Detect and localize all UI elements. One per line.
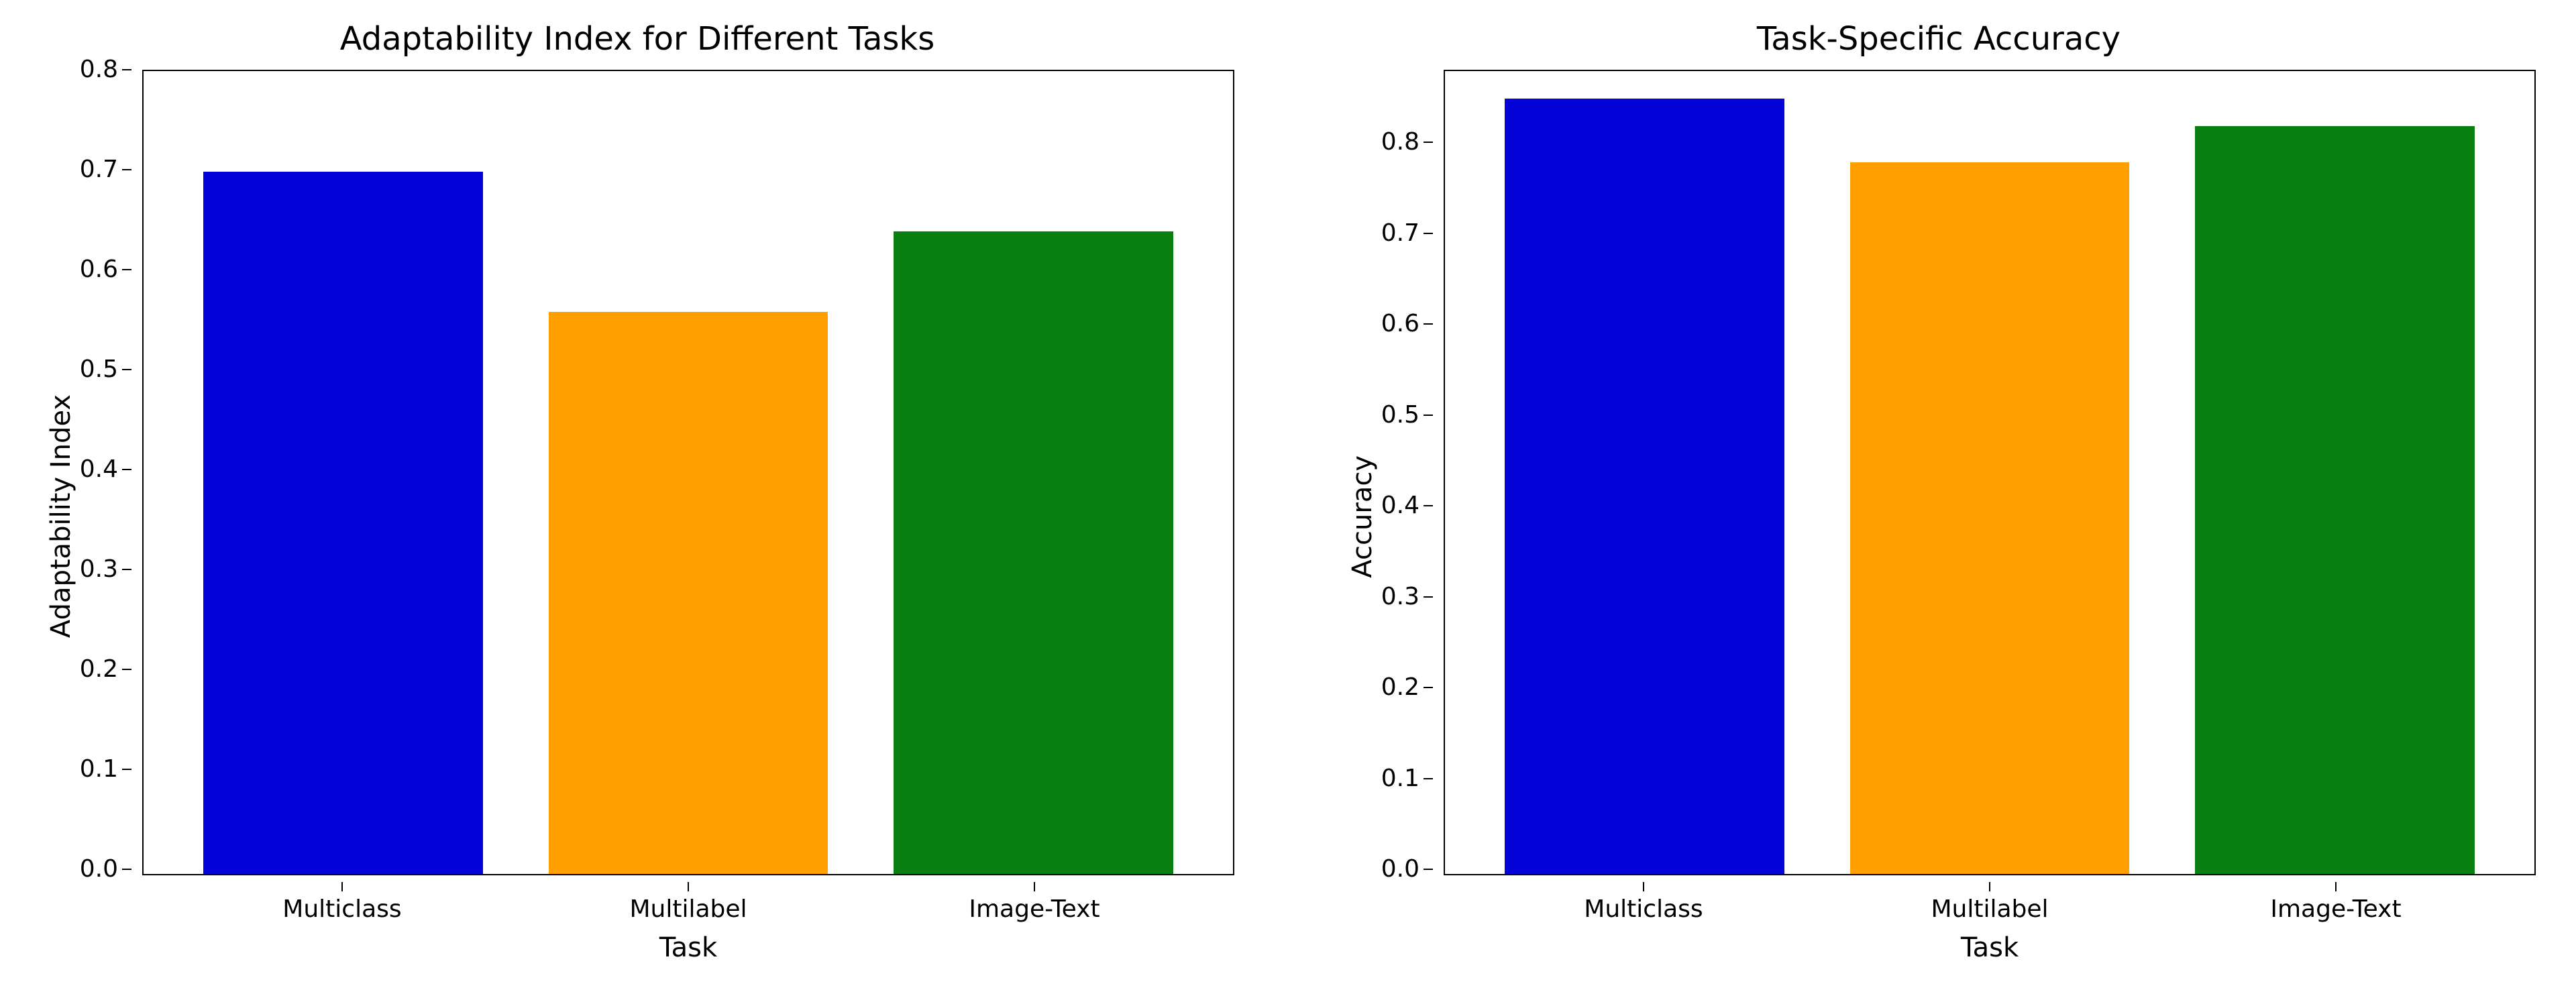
y-tick-label: 0.5 <box>80 358 118 382</box>
x-tick: Multilabel <box>548 882 828 923</box>
x-tick: Multiclass <box>202 882 482 923</box>
y-tick-mark <box>122 769 131 770</box>
plot-area-wrap: Multiclass Multilabel Image-Text Task <box>1444 70 2536 963</box>
y-tick-label: 0.2 <box>80 657 118 681</box>
plot-body: Accuracy 0.0 0.1 0.2 0.3 0.4 0.5 0.6 0.7 0.8 Mul… <box>1342 70 2536 963</box>
y-axis-label: Adaptability Index <box>40 394 82 638</box>
x-tick-mark <box>341 882 343 891</box>
x-tick-label: Image-Text <box>2270 895 2401 923</box>
bar <box>203 172 483 874</box>
x-tick: Image-Text <box>894 882 1175 923</box>
y-tick-label: 0.6 <box>1381 312 1419 336</box>
y-tick-label: 0.4 <box>1381 494 1419 518</box>
chart-title: Adaptability Index for Different Tasks <box>340 20 934 58</box>
bar <box>1850 162 2130 874</box>
x-tick-label: Image-Text <box>969 895 1099 923</box>
x-tick-label: Multiclass <box>282 895 401 923</box>
y-tick-label: 0.6 <box>80 258 118 282</box>
y-tick-label: 0.7 <box>80 158 118 182</box>
x-tick: Multiclass <box>1503 882 1784 923</box>
subplot-accuracy: Task-Specific Accuracy Accuracy 0.00.10.… <box>1342 20 2536 963</box>
y-ticks: 0.0 0.1 0.2 0.3 0.4 0.5 0.6 0.7 0.8 <box>1383 70 1444 963</box>
subplot-adaptability: Adaptability Index for Different Tasks A… <box>40 20 1234 963</box>
x-tick-mark <box>688 882 689 891</box>
y-tick-mark <box>122 869 131 870</box>
bar <box>894 231 1173 874</box>
y-tick-mark <box>1424 687 1433 688</box>
y-tick-label: 0.1 <box>80 757 118 781</box>
x-tick-mark <box>2335 882 2337 891</box>
y-tick-label: 0.8 <box>1381 130 1419 154</box>
x-tick-label: Multilabel <box>1931 895 2048 923</box>
plot-area <box>142 70 1234 875</box>
y-tick-mark <box>1424 142 1433 143</box>
bar <box>549 312 828 874</box>
y-tick-label: 0.0 <box>1381 857 1419 881</box>
y-tick-label: 0.8 <box>80 58 118 82</box>
x-ticks: Multiclass Multilabel Image-Text <box>1444 875 2536 923</box>
y-tick-mark <box>1424 415 1433 416</box>
y-tick-label: 0.7 <box>1381 221 1419 245</box>
y-tick-mark <box>122 469 131 470</box>
x-tick-mark <box>1643 882 1644 891</box>
y-tick-mark <box>1424 869 1433 870</box>
figure: Adaptability Index for Different Tasks A… <box>0 0 2576 990</box>
x-tick-label: Multilabel <box>629 895 747 923</box>
y-tick-mark <box>1424 505 1433 506</box>
y-tick-mark <box>122 669 131 670</box>
chart-title: Task-Specific Accuracy <box>1757 20 2121 58</box>
y-tick-mark <box>122 569 131 570</box>
y-tick-label: 0.3 <box>80 557 118 582</box>
bars-container <box>1445 71 2534 874</box>
y-tick-label: 0.4 <box>80 457 118 482</box>
y-tick-mark <box>1424 233 1433 234</box>
x-tick: Multilabel <box>1849 882 2130 923</box>
y-tick-mark <box>122 69 131 70</box>
x-ticks: Multiclass Multilabel Image-Text <box>142 875 1234 923</box>
y-tick-label: 0.2 <box>1381 675 1419 700</box>
plot-area <box>1444 70 2536 875</box>
x-tick-mark <box>1034 882 1035 891</box>
bar <box>2195 126 2475 874</box>
bar <box>1505 99 1784 874</box>
bars-container <box>144 71 1233 874</box>
x-axis-label: Task <box>142 932 1234 963</box>
plot-body: Adaptability Index 0.0 0.1 0.2 0.3 0.4 0.5 0.6… <box>40 70 1234 963</box>
y-tick-mark <box>122 269 131 270</box>
x-axis-label: Task <box>1444 932 2536 963</box>
x-tick: Image-Text <box>2196 882 2476 923</box>
plot-area-wrap: Multiclass Multilabel Image-Text Task <box>142 70 1234 963</box>
y-tick-label: 0.1 <box>1381 767 1419 791</box>
x-tick-mark <box>1989 882 1990 891</box>
y-tick-mark <box>1424 323 1433 325</box>
y-tick-mark <box>122 369 131 370</box>
y-axis-label: Accuracy <box>1342 455 1383 578</box>
y-tick-mark <box>1424 778 1433 779</box>
y-tick-mark <box>1424 596 1433 598</box>
x-tick-label: Multiclass <box>1584 895 1703 923</box>
y-tick-label: 0.0 <box>80 857 118 881</box>
y-tick-label: 0.3 <box>1381 585 1419 609</box>
y-tick-mark <box>122 169 131 170</box>
y-ticks: 0.00.10.20.30.40.50.60.70.8 <box>82 70 142 963</box>
y-tick-label: 0.5 <box>1381 403 1419 427</box>
